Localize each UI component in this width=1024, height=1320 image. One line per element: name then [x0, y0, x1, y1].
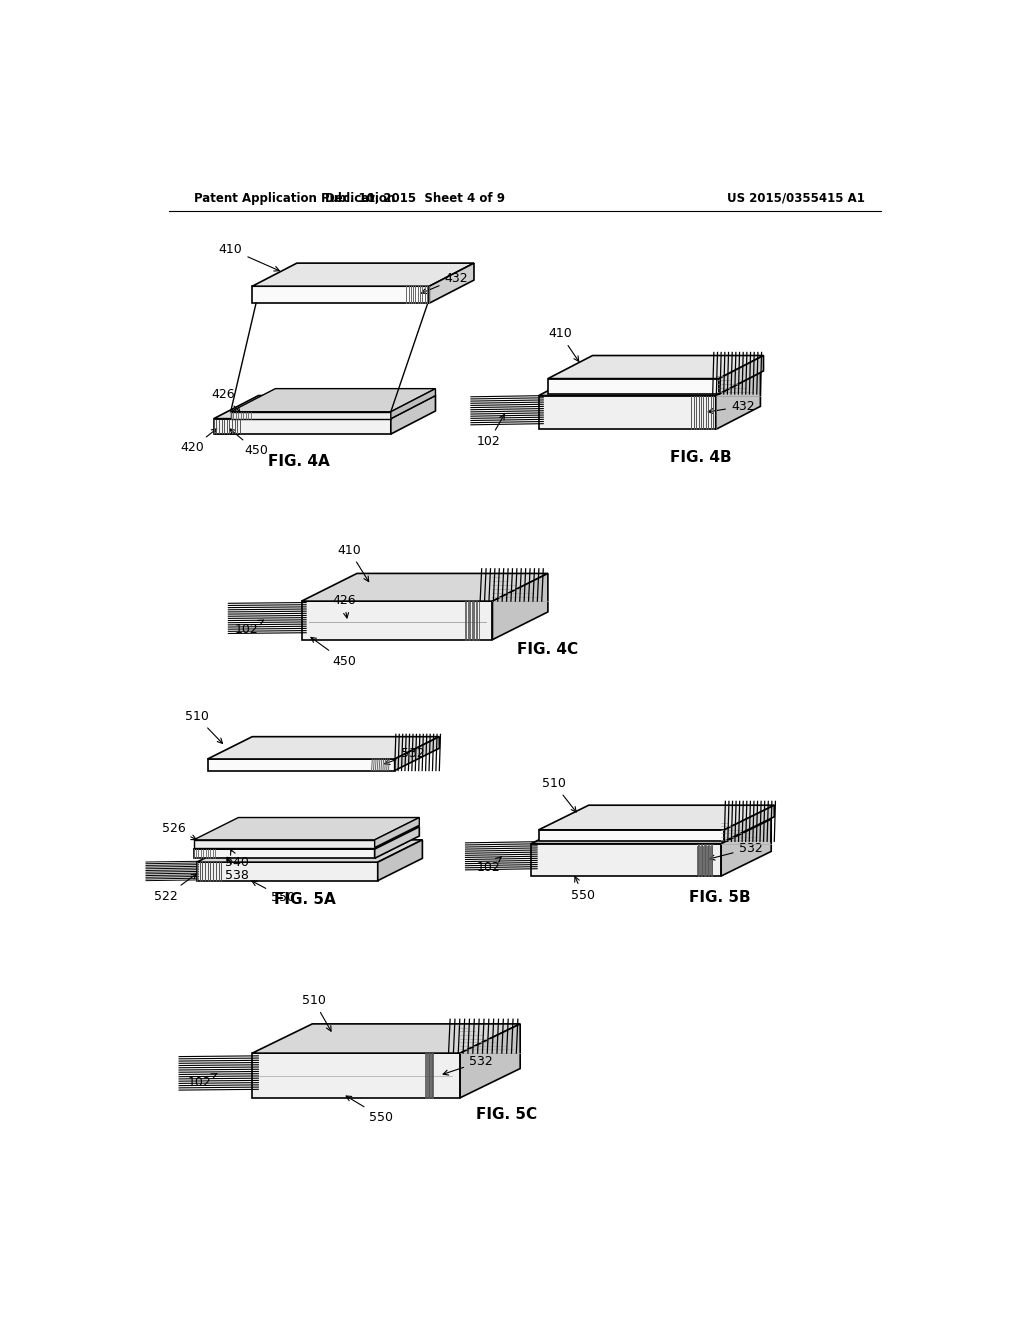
Polygon shape	[230, 412, 391, 418]
Text: 550: 550	[571, 876, 595, 902]
Polygon shape	[194, 826, 419, 849]
Polygon shape	[539, 805, 774, 830]
Text: 550: 550	[346, 1096, 393, 1123]
Text: 410: 410	[548, 327, 579, 362]
Polygon shape	[539, 830, 724, 841]
Text: FIG. 4C: FIG. 4C	[517, 642, 579, 657]
Text: 432: 432	[709, 400, 755, 413]
Polygon shape	[539, 372, 761, 396]
Polygon shape	[548, 379, 719, 395]
Polygon shape	[391, 396, 435, 434]
Polygon shape	[301, 601, 493, 640]
Text: FIG. 4B: FIG. 4B	[670, 450, 731, 465]
Polygon shape	[252, 263, 474, 286]
Polygon shape	[208, 737, 439, 759]
Polygon shape	[197, 862, 378, 880]
Text: 410: 410	[337, 544, 369, 582]
Polygon shape	[252, 1053, 460, 1098]
Text: 510: 510	[185, 710, 222, 743]
Text: 102: 102	[234, 620, 263, 636]
Polygon shape	[197, 840, 422, 862]
Text: FIG. 5B: FIG. 5B	[689, 890, 751, 906]
Text: 432: 432	[422, 272, 468, 293]
Text: 426: 426	[332, 594, 355, 618]
Polygon shape	[721, 818, 771, 876]
Text: 522: 522	[154, 874, 197, 903]
Polygon shape	[531, 818, 771, 843]
Polygon shape	[230, 388, 435, 412]
Text: 510: 510	[542, 777, 577, 812]
Text: 532: 532	[710, 842, 762, 861]
Text: 450: 450	[311, 638, 355, 668]
Text: 550: 550	[252, 880, 295, 904]
Polygon shape	[378, 840, 422, 880]
Text: 420: 420	[180, 429, 217, 454]
Polygon shape	[375, 826, 419, 858]
Text: Dec. 10, 2015  Sheet 4 of 9: Dec. 10, 2015 Sheet 4 of 9	[326, 191, 506, 205]
Polygon shape	[548, 355, 764, 379]
Polygon shape	[460, 1024, 520, 1098]
Text: 526: 526	[162, 822, 197, 840]
Text: US 2015/0355415 A1: US 2015/0355415 A1	[727, 191, 865, 205]
Polygon shape	[429, 263, 474, 304]
Text: 426: 426	[211, 388, 241, 412]
Text: 102: 102	[477, 414, 504, 449]
Polygon shape	[194, 817, 419, 840]
Text: 510: 510	[302, 994, 331, 1031]
Text: 102: 102	[188, 1073, 217, 1089]
Polygon shape	[214, 396, 435, 418]
Polygon shape	[719, 355, 764, 395]
Text: FIG. 5A: FIG. 5A	[273, 891, 336, 907]
Polygon shape	[539, 396, 716, 429]
Text: 532: 532	[443, 1055, 493, 1074]
Polygon shape	[208, 759, 394, 771]
Polygon shape	[194, 840, 375, 847]
Polygon shape	[716, 372, 761, 429]
Text: 410: 410	[219, 243, 280, 271]
Polygon shape	[252, 1024, 520, 1053]
Polygon shape	[375, 817, 419, 847]
Text: 540: 540	[225, 850, 249, 870]
Text: FIG. 5C: FIG. 5C	[476, 1107, 537, 1122]
Polygon shape	[214, 418, 391, 434]
Polygon shape	[724, 805, 774, 841]
Polygon shape	[531, 843, 721, 876]
Text: 450: 450	[229, 429, 268, 458]
Polygon shape	[493, 573, 548, 640]
Polygon shape	[301, 573, 548, 601]
Polygon shape	[194, 849, 375, 858]
Polygon shape	[252, 286, 429, 304]
Text: 538: 538	[225, 857, 249, 882]
Text: FIG. 4A: FIG. 4A	[267, 454, 330, 469]
Polygon shape	[391, 388, 435, 418]
Text: 102: 102	[477, 857, 502, 874]
Polygon shape	[394, 737, 439, 771]
Text: Patent Application Publication: Patent Application Publication	[194, 191, 395, 205]
Text: 532: 532	[385, 747, 425, 764]
